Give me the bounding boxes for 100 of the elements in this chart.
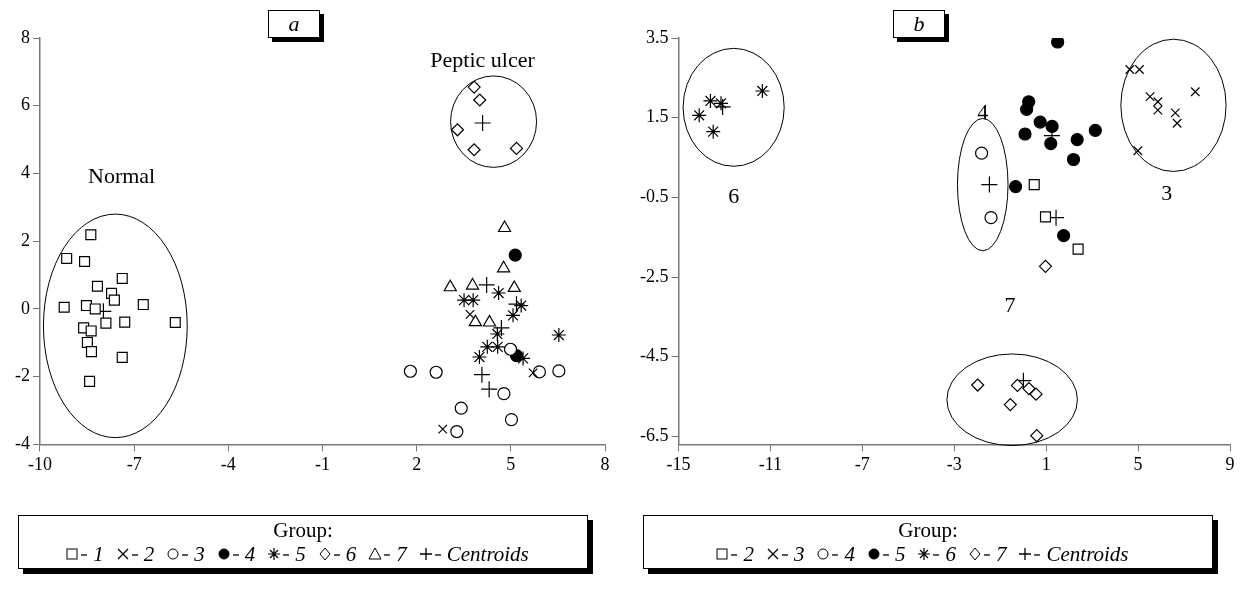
- point: [974, 146, 989, 160]
- point: [1029, 387, 1043, 401]
- point: [984, 211, 998, 225]
- point: [1030, 429, 1044, 443]
- legend-label: 6: [945, 542, 956, 566]
- legend-label: Centroids: [446, 542, 529, 566]
- annotation: 7: [1004, 292, 1016, 318]
- point: [1039, 211, 1052, 223]
- x-tick-label: 5: [1133, 453, 1143, 474]
- legend-title: Group:: [897, 518, 959, 542]
- x-tick-label: -15: [666, 453, 691, 474]
- legend-label: 4: [844, 542, 855, 566]
- legend-label: 3: [793, 542, 805, 566]
- point: [1022, 382, 1036, 396]
- x-tick-label: -4: [220, 453, 236, 474]
- legend-title: Group:: [272, 518, 334, 542]
- point: [1009, 180, 1023, 194]
- annotation: 3: [1161, 179, 1173, 205]
- point: [473, 93, 487, 107]
- annotation: 4: [977, 99, 989, 125]
- point: [467, 143, 481, 157]
- y-tick-label: 6: [20, 94, 30, 115]
- point: [497, 220, 512, 233]
- point: [754, 83, 770, 99]
- point: [61, 252, 73, 265]
- point: [58, 301, 70, 313]
- point: [1051, 38, 1065, 49]
- point: [497, 387, 511, 401]
- point: [1057, 229, 1071, 243]
- point: [84, 375, 96, 387]
- point: [169, 316, 181, 329]
- point: [1134, 64, 1145, 75]
- point: [468, 314, 483, 327]
- point: [465, 309, 475, 320]
- y-tick-label: 1.5: [645, 106, 669, 127]
- point: [1003, 397, 1017, 412]
- point: [465, 277, 480, 290]
- x-tick-label: 5: [506, 453, 516, 474]
- point: [480, 380, 498, 398]
- point: [1038, 259, 1053, 273]
- point: [471, 349, 488, 365]
- point: [89, 303, 101, 315]
- point: [137, 298, 149, 311]
- point: [1033, 115, 1047, 129]
- point: [490, 339, 506, 355]
- point: [714, 98, 732, 116]
- y-tick-label: 0: [20, 297, 30, 318]
- point: [504, 413, 519, 427]
- x-tick-label: 1: [1041, 453, 1051, 474]
- point: [467, 80, 481, 94]
- point: [705, 124, 721, 140]
- point: [702, 93, 719, 109]
- point: [1190, 86, 1201, 97]
- y-tick-label: -6.5: [639, 425, 669, 446]
- point: [1145, 91, 1155, 102]
- annotation: 6: [728, 182, 740, 208]
- chart-title: b: [893, 10, 945, 38]
- point: [528, 368, 538, 378]
- x-tick-label: 2: [412, 453, 422, 474]
- point: [1045, 119, 1059, 134]
- point: [1072, 243, 1084, 255]
- y-tick-label: -4.5: [639, 345, 669, 366]
- point: [508, 248, 522, 262]
- point: [473, 366, 491, 384]
- point: [450, 424, 464, 439]
- annotation: Normal: [88, 162, 156, 188]
- x-tick-label: 8: [600, 453, 610, 474]
- point: [503, 342, 518, 356]
- legend-label: 6: [345, 542, 357, 566]
- x-tick-label: -3: [946, 453, 962, 474]
- point: [482, 314, 497, 327]
- point: [492, 319, 511, 337]
- legend-label: 7: [396, 542, 407, 566]
- point: [437, 424, 448, 434]
- legend-label: 2: [143, 542, 155, 566]
- point: [429, 365, 443, 379]
- point: [552, 364, 566, 378]
- y-tick-label: 3.5: [645, 26, 669, 47]
- point: [91, 280, 103, 292]
- y-tick-label: 2: [20, 229, 30, 250]
- point: [1088, 123, 1102, 138]
- point: [79, 255, 91, 268]
- chart-title: a: [268, 10, 320, 38]
- point: [100, 317, 112, 329]
- legend-label: Centroids: [1046, 542, 1129, 566]
- point: [1124, 64, 1135, 75]
- point: [85, 229, 97, 241]
- point: [971, 378, 985, 392]
- point: [116, 272, 128, 284]
- x-tick-label: -10: [27, 453, 52, 474]
- point: [454, 401, 468, 415]
- point: [450, 123, 465, 137]
- point: [489, 326, 505, 342]
- point: [1020, 102, 1034, 116]
- point: [456, 292, 472, 308]
- legend-label: 3: [194, 542, 205, 566]
- point: [478, 276, 496, 294]
- legend-label: 1: [93, 542, 104, 566]
- point: [691, 107, 707, 123]
- point: [403, 364, 417, 378]
